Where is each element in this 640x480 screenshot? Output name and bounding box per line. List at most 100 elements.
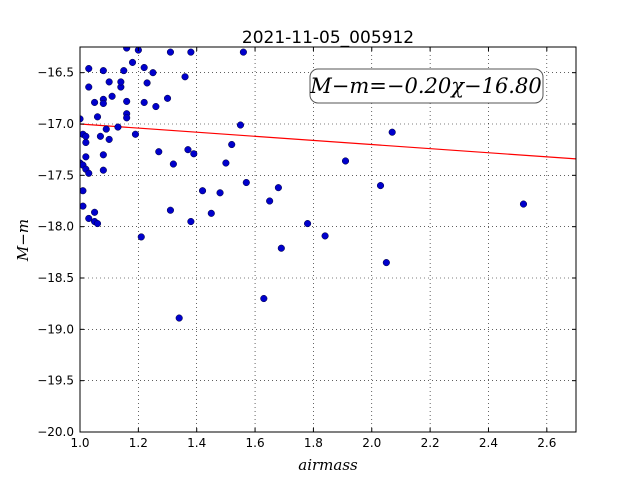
y-tick-label: −18.5 [37, 271, 74, 285]
x-tick-label: 2.2 [421, 436, 440, 450]
x-tick-label: 1.4 [187, 436, 206, 450]
data-point [184, 146, 192, 154]
data-point [123, 97, 131, 105]
y-tick-label: −17.5 [37, 168, 74, 182]
data-point [216, 189, 224, 197]
y-tick-label: −20.0 [37, 425, 74, 439]
data-point [105, 135, 113, 143]
data-point [277, 244, 285, 252]
data-point [187, 48, 195, 56]
data-point [85, 65, 93, 73]
data-point [91, 98, 99, 106]
data-point [190, 150, 198, 158]
data-point [239, 48, 247, 56]
y-axis-label: M−m [14, 219, 32, 262]
x-tick-label: 2.4 [479, 436, 498, 450]
data-point [120, 67, 128, 75]
data-point [293, 21, 300, 28]
data-point [85, 169, 93, 177]
data-point [93, 220, 102, 228]
y-tick-label: −19.5 [37, 374, 74, 388]
data-point [91, 208, 99, 216]
data-point [123, 114, 131, 122]
data-point [519, 200, 528, 208]
data-point [140, 98, 148, 106]
y-tick-label: −17.0 [37, 117, 74, 131]
axis-ticks: 1.0 1.2 1.4 1.6 1.8 2.0 2.2 2.4 2.6 −16.5 −17.0 −17… [37, 47, 576, 450]
data-point [382, 259, 390, 267]
data-point [96, 132, 104, 140]
data-point [274, 184, 282, 192]
x-tick-label: 1.0 [70, 436, 89, 450]
data-point [155, 148, 163, 156]
data-point [82, 138, 90, 147]
data-point [341, 157, 350, 165]
data-point [260, 294, 268, 303]
data-point [321, 232, 329, 240]
y-tick-label: −19.0 [37, 322, 74, 336]
x-tick-label: 1.8 [304, 436, 323, 450]
data-point [117, 78, 125, 86]
y-tick-label: −16.5 [37, 66, 74, 80]
data-point [163, 94, 172, 102]
x-tick-label: 1.2 [129, 436, 148, 450]
data-point [140, 63, 148, 72]
data-point [149, 69, 157, 77]
plot-frame [79, 46, 577, 433]
data-point [169, 160, 177, 168]
data-point [80, 187, 87, 195]
data-point [123, 47, 131, 52]
data-point [166, 48, 174, 56]
data-point [99, 166, 107, 174]
data-point [85, 214, 93, 223]
chart-title: 2021-11-05_005912 [242, 28, 414, 48]
fit-line [79, 123, 577, 160]
data-point [222, 159, 230, 167]
data-point [108, 92, 116, 100]
x-tick-label: 2.6 [537, 436, 556, 450]
x-axis-label: airmass [298, 456, 358, 474]
data-point [236, 121, 245, 129]
annotation-text: M−m=−0.20χ−16.80 [309, 74, 541, 98]
data-point [80, 202, 87, 210]
data-point [99, 99, 107, 108]
data-points [80, 21, 528, 322]
fit-annotation: M−m=−0.20χ−16.80 [309, 68, 544, 104]
data-point [106, 34, 113, 41]
data-point [304, 220, 312, 228]
data-point [166, 206, 174, 214]
data-point [99, 151, 107, 159]
data-point [137, 233, 145, 241]
data-point [185, 31, 192, 38]
data-point [102, 125, 110, 133]
data-point [131, 130, 139, 138]
data-point [152, 102, 160, 111]
data-point [228, 140, 236, 149]
data-point [82, 153, 90, 161]
data-point [198, 187, 207, 195]
data-point [376, 182, 385, 190]
data-point [175, 314, 183, 322]
data-point [207, 209, 215, 217]
data-point [120, 32, 127, 39]
data-point [85, 83, 93, 91]
data-point [266, 197, 274, 205]
data-point [187, 217, 195, 226]
y-tick-label: −18.0 [37, 220, 74, 234]
data-point [93, 113, 102, 121]
data-point [128, 58, 137, 66]
data-point [99, 67, 107, 75]
data-point [181, 73, 189, 81]
data-point [143, 79, 151, 87]
data-point [80, 115, 84, 123]
fit-line-group [79, 123, 577, 160]
annotation-box [309, 68, 544, 104]
data-point [105, 78, 113, 86]
data-point [82, 132, 90, 140]
data-point [242, 178, 250, 187]
x-tick-label: 1.6 [246, 436, 265, 450]
data-point [388, 128, 396, 136]
data-point [114, 123, 122, 131]
x-tick-label: 2.0 [362, 436, 381, 450]
